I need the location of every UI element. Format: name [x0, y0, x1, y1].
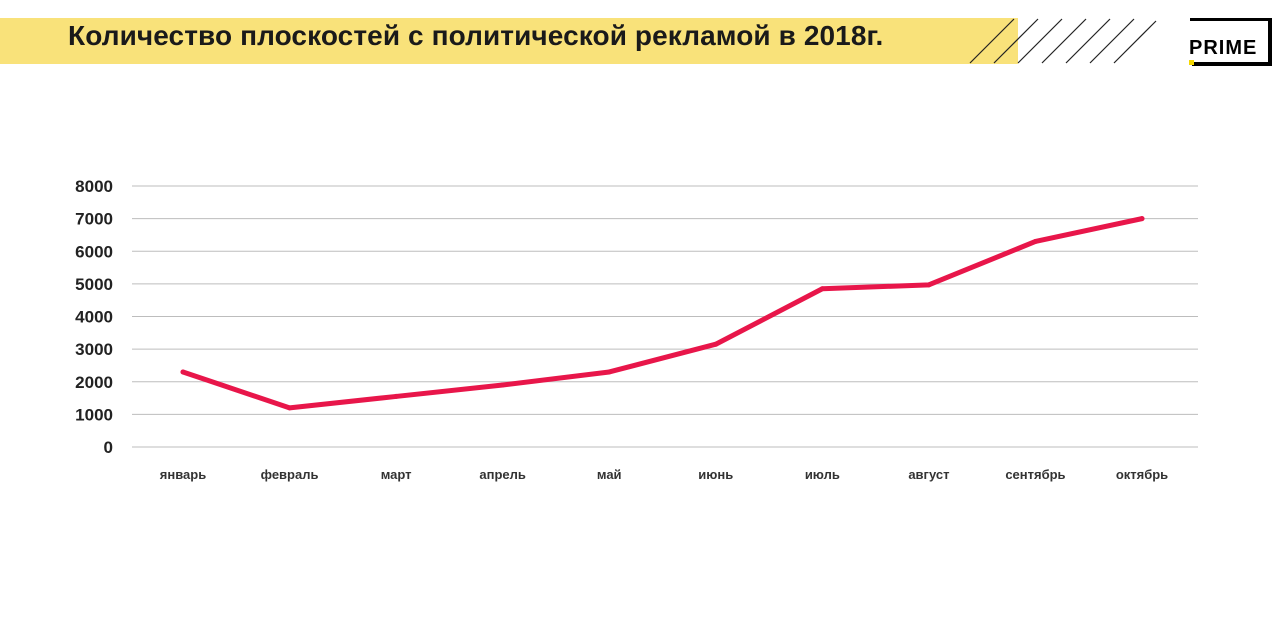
x-tick-label: февраль: [261, 467, 319, 482]
data-point: [713, 341, 719, 347]
series-line: [180, 216, 1145, 411]
x-tick-label: апрель: [479, 467, 526, 482]
data-point: [287, 405, 293, 411]
logo-accent-dot: [1189, 60, 1194, 65]
title-band: [0, 18, 1018, 64]
data-point: [926, 282, 932, 288]
y-tick-label: 7000: [75, 210, 113, 229]
x-tick-label: июнь: [698, 467, 733, 482]
data-point: [1032, 238, 1038, 244]
data-point: [606, 369, 612, 375]
data-point: [1139, 216, 1145, 222]
y-tick-label: 4000: [75, 308, 113, 327]
x-tick-label: май: [597, 467, 622, 482]
prime-logo-frame: [1190, 18, 1272, 66]
x-tick-label: январь: [160, 467, 206, 482]
x-tick-label: август: [908, 467, 949, 482]
data-point: [500, 382, 506, 388]
y-tick-label: 6000: [75, 242, 113, 261]
chart-title: Количество плоскостей с политической рек…: [68, 20, 884, 51]
data-point: [819, 286, 825, 292]
data-point: [180, 369, 186, 375]
y-tick-label: 8000: [75, 177, 113, 196]
x-tick-label: сентябрь: [1005, 467, 1065, 482]
x-tick-label: октябрь: [1116, 467, 1168, 482]
y-tick-label: 0: [104, 438, 113, 457]
data-point: [393, 393, 399, 399]
y-tick-label: 3000: [75, 340, 113, 359]
y-tick-label: 1000: [75, 405, 113, 424]
prime-logo: PRIME: [1189, 37, 1258, 59]
x-tick-label: июль: [805, 467, 840, 482]
decorative-stripes: [969, 18, 1157, 64]
y-tick-label: 2000: [75, 373, 113, 392]
x-tick-label: март: [381, 467, 412, 482]
y-tick-label: 5000: [75, 275, 113, 294]
